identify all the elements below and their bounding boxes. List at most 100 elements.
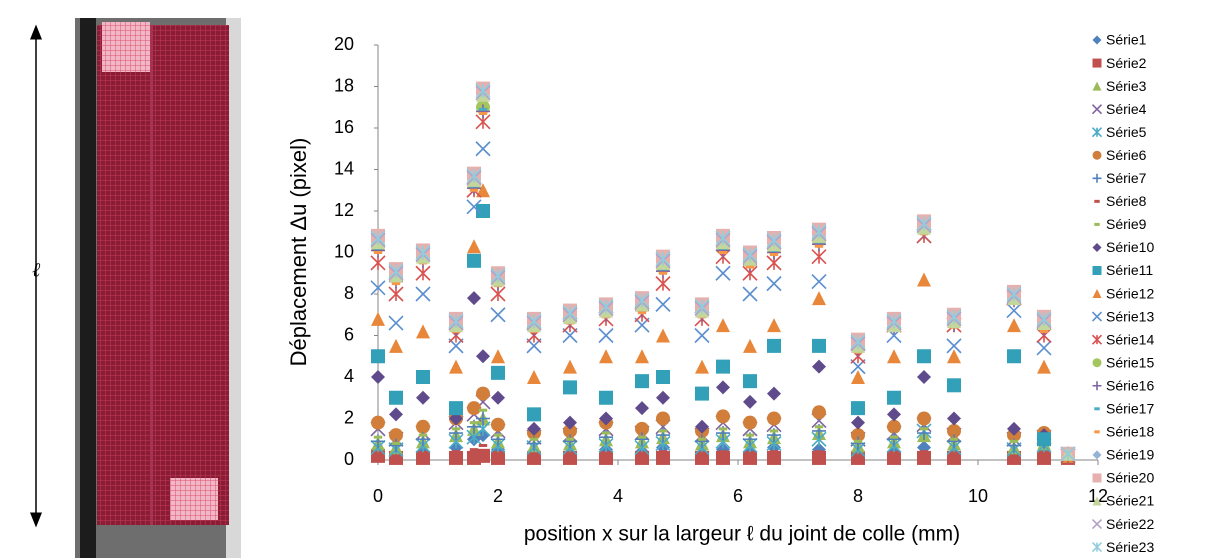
marker xyxy=(635,421,649,436)
marker xyxy=(743,338,757,353)
legend-marker xyxy=(1092,496,1102,506)
legend-label: Série10 xyxy=(1106,239,1154,255)
legend-label: Série4 xyxy=(1106,101,1147,117)
marker xyxy=(476,386,490,401)
y-tick-label: 18 xyxy=(334,75,354,95)
marker xyxy=(656,411,670,426)
marker xyxy=(656,328,670,343)
series xyxy=(373,107,1073,456)
x-tick-label: 10 xyxy=(968,486,988,506)
side-label: ℓ xyxy=(32,260,41,282)
legend-label: Série21 xyxy=(1106,493,1154,509)
legend-label: Série3 xyxy=(1106,78,1147,94)
legend-marker xyxy=(1092,381,1102,391)
marker xyxy=(371,349,385,364)
marker xyxy=(491,365,505,380)
y-tick-label: 16 xyxy=(334,117,354,137)
marker xyxy=(716,359,730,374)
marker xyxy=(766,232,782,248)
legend-marker xyxy=(1092,242,1102,252)
marker xyxy=(715,265,731,281)
marker xyxy=(416,324,430,339)
marker xyxy=(887,432,901,447)
legend-label: Série23 xyxy=(1106,539,1154,555)
marker xyxy=(694,327,710,344)
legend-label: Série9 xyxy=(1106,216,1147,232)
marker xyxy=(1037,432,1051,447)
marker xyxy=(389,428,403,443)
x-axis-title: position x sur la largeur ℓ du joint de … xyxy=(524,523,960,546)
marker xyxy=(389,438,403,453)
marker xyxy=(946,309,962,325)
marker xyxy=(812,291,826,306)
marker xyxy=(1007,349,1021,364)
marker xyxy=(947,349,961,364)
marker xyxy=(811,273,827,290)
marker xyxy=(563,423,577,438)
legend-marker xyxy=(1091,542,1103,553)
legend-marker xyxy=(1092,289,1102,299)
marker xyxy=(634,292,650,308)
marker xyxy=(887,390,901,405)
legend-label: Série6 xyxy=(1106,147,1147,163)
marker xyxy=(371,415,385,430)
marker xyxy=(851,428,865,443)
legend-marker xyxy=(1091,334,1103,345)
marker xyxy=(490,307,506,323)
marker xyxy=(742,247,758,263)
marker xyxy=(371,311,385,326)
marker xyxy=(415,244,431,261)
marker xyxy=(917,411,931,426)
marker xyxy=(1007,318,1021,333)
marker xyxy=(767,318,781,333)
marker xyxy=(851,436,865,451)
legend-label: Série19 xyxy=(1106,447,1154,463)
legend-marker xyxy=(1091,311,1103,322)
marker xyxy=(476,411,490,426)
legend-label: Série15 xyxy=(1106,354,1154,370)
marker xyxy=(635,401,649,416)
series xyxy=(373,443,1073,460)
marker xyxy=(467,239,481,254)
marker xyxy=(1060,446,1076,462)
marker xyxy=(563,415,577,430)
marker xyxy=(851,370,865,384)
marker xyxy=(812,338,826,353)
x-tick-label: 2 xyxy=(493,486,503,506)
x-tick-label: 6 xyxy=(733,486,743,506)
marker xyxy=(635,374,649,389)
marker xyxy=(812,450,826,465)
marker xyxy=(370,280,386,296)
marker xyxy=(527,421,541,436)
marker xyxy=(947,423,961,438)
marker xyxy=(449,450,463,465)
marker xyxy=(947,434,961,449)
marker xyxy=(655,276,671,292)
marker xyxy=(416,370,430,384)
marker xyxy=(850,334,866,350)
marker xyxy=(1036,340,1052,356)
legend-label: Série16 xyxy=(1106,377,1154,393)
marker xyxy=(466,199,482,215)
marker xyxy=(695,359,709,374)
legend-marker xyxy=(1092,450,1102,460)
marker xyxy=(811,224,827,240)
marker xyxy=(466,168,482,184)
marker xyxy=(851,401,865,416)
legend-marker xyxy=(1092,473,1102,483)
marker xyxy=(476,183,490,198)
marker xyxy=(695,386,709,401)
legend-label: Série5 xyxy=(1106,124,1147,140)
marker xyxy=(851,415,865,430)
marker xyxy=(635,432,649,447)
y-tick-label: 8 xyxy=(344,283,354,303)
legend-label: Série22 xyxy=(1106,516,1154,532)
marker xyxy=(389,338,403,353)
y-tick-label: 4 xyxy=(344,366,354,386)
marker xyxy=(946,338,962,354)
legend-marker xyxy=(1091,127,1103,138)
marker xyxy=(415,286,431,302)
marker xyxy=(743,394,757,409)
marker xyxy=(694,298,710,315)
